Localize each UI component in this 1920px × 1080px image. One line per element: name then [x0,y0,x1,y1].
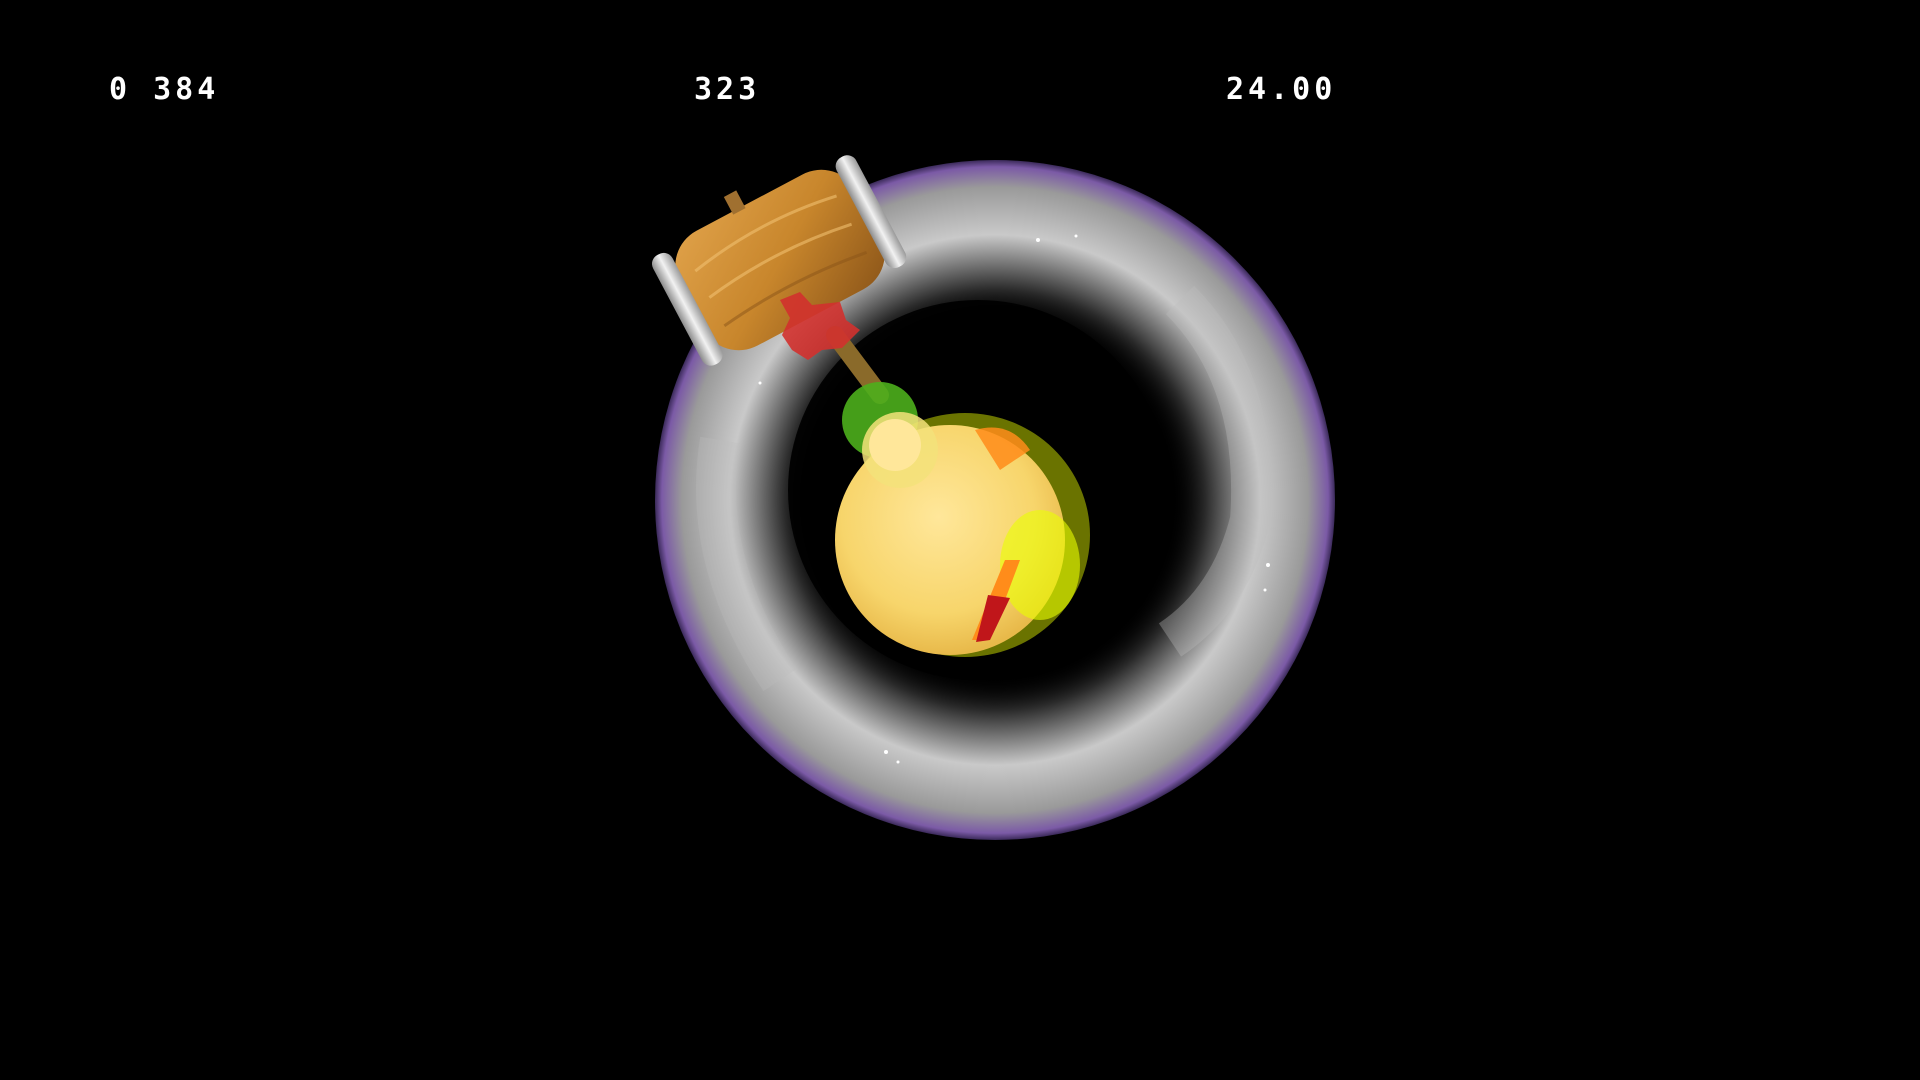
hud-center-counter: 323 [694,72,761,107]
particle-sparks [758,234,1270,764]
hammer-item [651,155,907,404]
hud-right-timer: 24.00 [1226,72,1337,107]
hud-left-counter: 0 384 [109,72,220,107]
player-character [835,382,1090,657]
